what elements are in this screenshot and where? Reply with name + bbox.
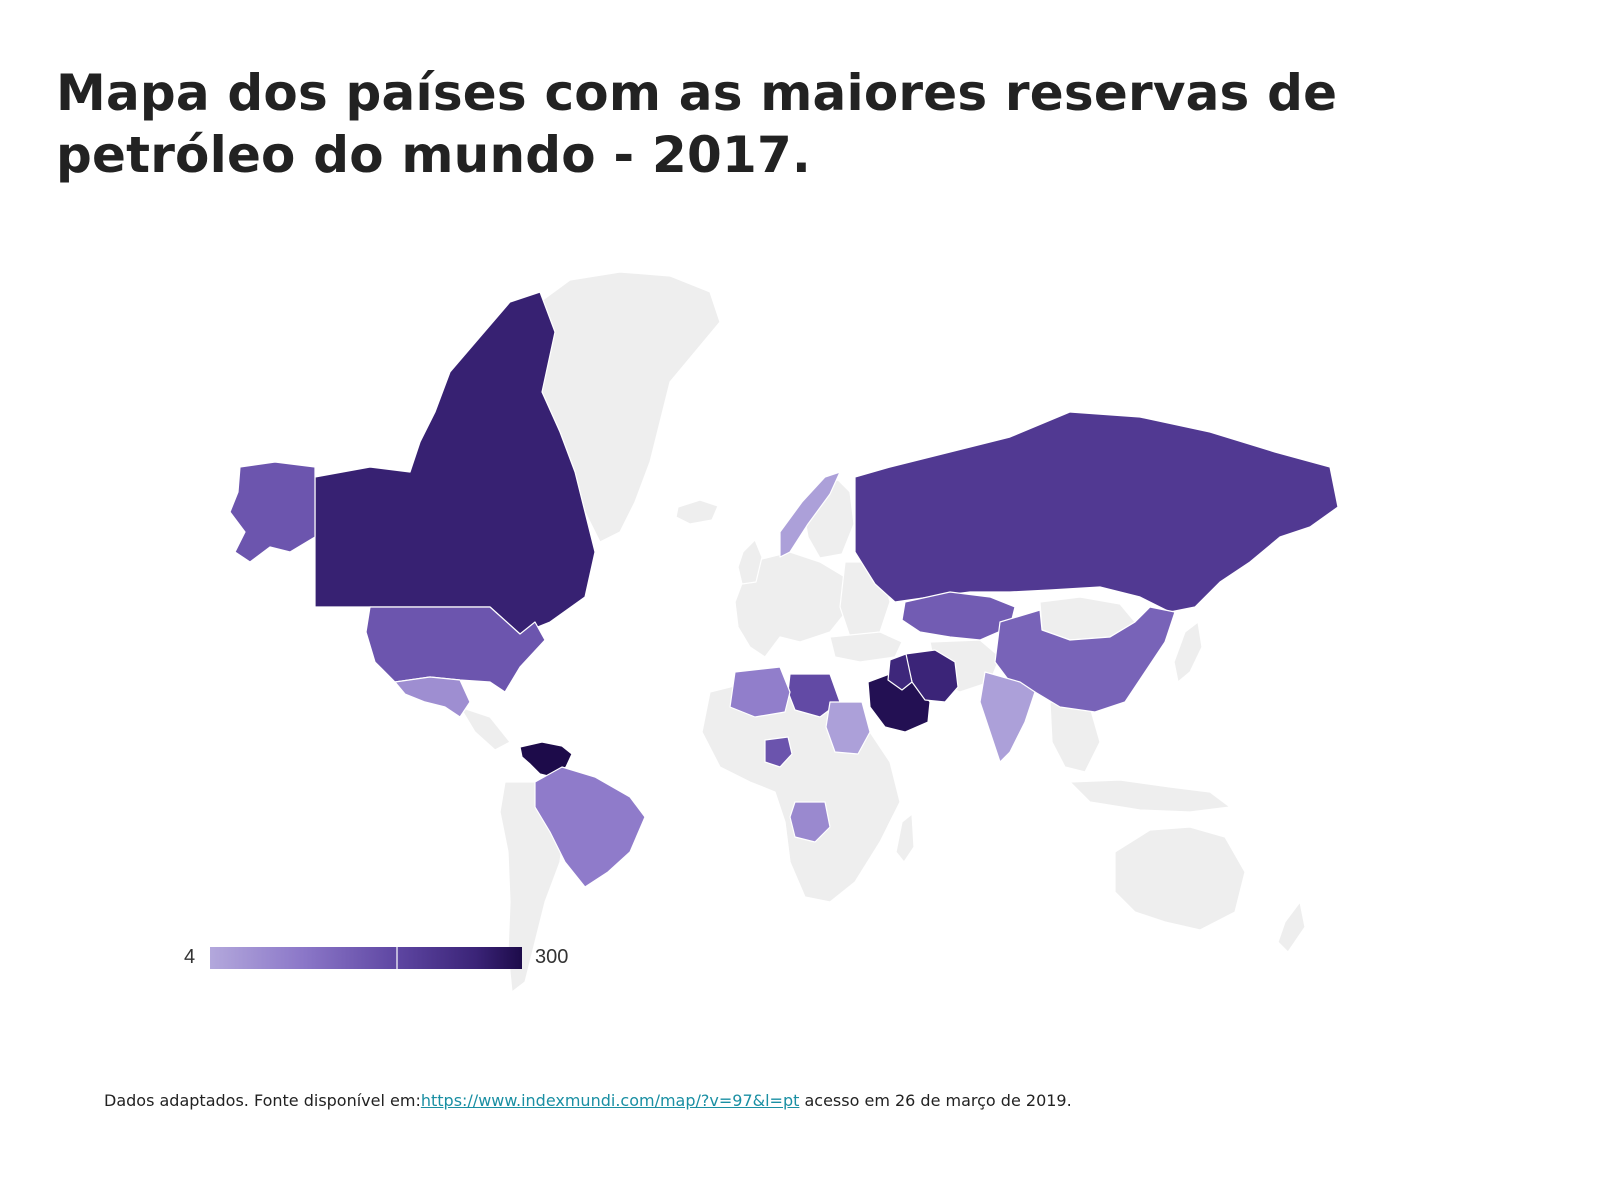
africa-rest (701, 681, 901, 903)
country-canada[interactable] (314, 291, 596, 635)
country-kazakhstan[interactable] (901, 591, 1016, 641)
turkey-caucasus (829, 631, 903, 663)
country-iraq[interactable] (887, 653, 913, 691)
indonesia (1069, 779, 1231, 813)
southeast-asia (1049, 701, 1101, 773)
country-nigeria[interactable] (764, 736, 793, 768)
central-america (459, 706, 511, 751)
australia (1114, 826, 1246, 931)
legend-tick (396, 947, 398, 969)
country-algeria[interactable] (729, 666, 791, 718)
legend-max-label: 300 (535, 946, 569, 968)
source-suffix: acesso em 26 de março de 2019. (799, 1091, 1072, 1110)
country-iran[interactable] (904, 649, 959, 703)
source-note: Dados adaptados. Fonte disponível em:htt… (104, 1091, 1072, 1110)
country-usa[interactable] (365, 606, 546, 693)
japan (1173, 621, 1203, 683)
country-norway[interactable] (779, 471, 841, 558)
legend-min-label: 4 (184, 946, 196, 968)
uk (737, 539, 763, 585)
country-india[interactable] (979, 671, 1036, 763)
legend-gradient-bar (210, 947, 522, 969)
country-usa-alaska[interactable] (229, 461, 316, 563)
source-prefix: Dados adaptados. Fonte disponível em: (104, 1091, 421, 1110)
country-angola[interactable] (789, 801, 831, 843)
color-legend: 4 300 (180, 944, 600, 974)
country-mexico[interactable] (394, 676, 471, 718)
country-sudan[interactable] (825, 701, 871, 755)
country-russia[interactable] (854, 411, 1339, 613)
new-zealand (1277, 901, 1306, 953)
iceland (675, 499, 719, 525)
madagascar (895, 813, 915, 863)
europe-west (734, 551, 851, 658)
country-brazil[interactable] (534, 766, 646, 888)
source-link[interactable]: https://www.indexmundi.com/map/?v=97&l=p… (420, 1091, 800, 1110)
page-title: Mapa dos países com as maiores reservas … (56, 64, 1338, 184)
world-map (190, 262, 1350, 1002)
